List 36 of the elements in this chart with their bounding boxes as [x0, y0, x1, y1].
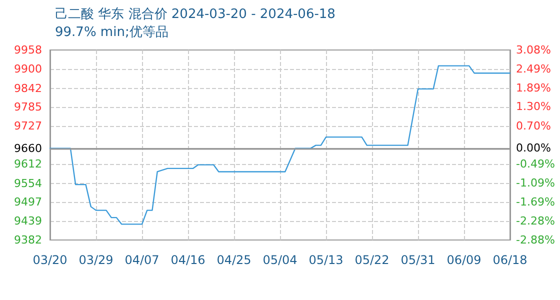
- x-tick-label: 03/29: [78, 253, 114, 267]
- x-tick-label: 04/07: [124, 253, 160, 267]
- y-tick-label: 9842: [14, 82, 42, 95]
- line-series: [49, 65, 511, 225]
- y-tick-label: 9900: [14, 62, 42, 76]
- x-tick-label: 05/31: [400, 253, 436, 267]
- x-tick-label: 04/25: [216, 253, 252, 267]
- x-tick-label: 05/04: [262, 253, 298, 267]
- y-tick-label: 9497: [14, 196, 42, 209]
- y-tick-label: 9660: [14, 142, 42, 155]
- x-tick-label: 04/16: [170, 253, 206, 267]
- y2-tick-label: 1.30%: [516, 100, 551, 114]
- y2-tick-label: -0.49%: [516, 157, 555, 170]
- chart-subtitle: 99.7% min;优等品: [55, 25, 168, 40]
- chart-title: 己二酸 华东 混合价 2024-03-20 - 2024-06-18: [55, 7, 336, 22]
- y-tick-label: 9554: [14, 176, 42, 190]
- y2-tick-label: 0.70%: [516, 119, 551, 132]
- y2-tick-label: 1.89%: [516, 81, 551, 94]
- y2-tick-label: -1.09%: [516, 176, 555, 190]
- x-tick-label: 05/13: [308, 253, 344, 267]
- x-tick-label: 06/18: [492, 253, 528, 267]
- y-tick-label: 9785: [14, 100, 42, 114]
- x-tick-label: 03/20: [32, 253, 68, 267]
- y2-tick-label: -1.69%: [516, 196, 555, 209]
- x-tick-label: 05/22: [354, 253, 390, 267]
- y2-tick-label: 0.00%: [516, 142, 551, 155]
- y2-tick-label: -2.28%: [516, 214, 555, 228]
- y-tick-label: 9612: [14, 158, 42, 171]
- y-tick-label: 9958: [14, 44, 42, 56]
- y-tick-label: 9727: [14, 120, 42, 133]
- y-tick-label: 9382: [14, 234, 42, 246]
- y2-tick-label: -2.88%: [516, 234, 555, 246]
- y2-tick-label: 2.49%: [516, 62, 551, 76]
- y-tick-label: 9439: [14, 214, 42, 228]
- y2-tick-label: 3.08%: [516, 44, 551, 56]
- x-tick-label: 06/09: [446, 253, 482, 267]
